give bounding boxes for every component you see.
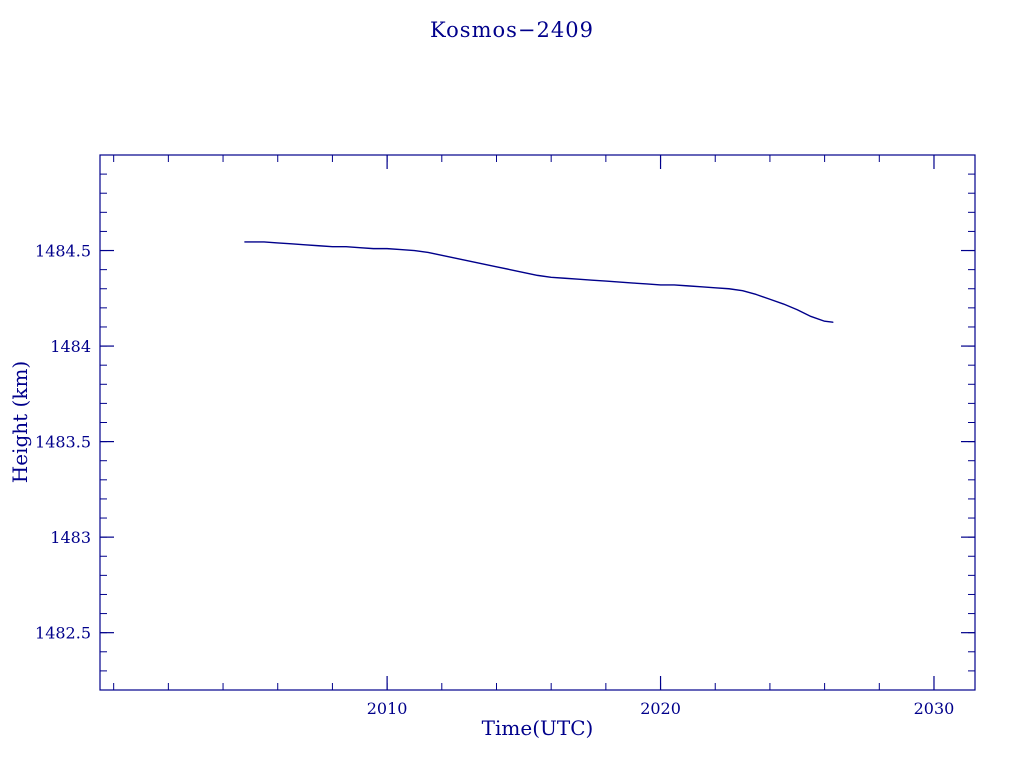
- y-tick-label: 1483.5: [35, 433, 91, 452]
- y-tick-label: 1484: [50, 337, 91, 356]
- plot-frame: [99, 154, 976, 691]
- height-series-line: [244, 241, 834, 323]
- chart-title: Kosmos−2409: [430, 18, 594, 42]
- x-tick-label: 2030: [914, 699, 955, 718]
- y-axis-label: Height (km): [8, 360, 32, 484]
- x-tick-label: 2020: [640, 699, 681, 718]
- x-axis-label: Time(UTC): [481, 716, 594, 740]
- y-tick-label: 1483: [50, 528, 91, 547]
- y-tick-label: 1482.5: [35, 624, 91, 643]
- x-tick-label: 2010: [367, 699, 408, 718]
- y-tick-label: 1484.5: [35, 242, 91, 261]
